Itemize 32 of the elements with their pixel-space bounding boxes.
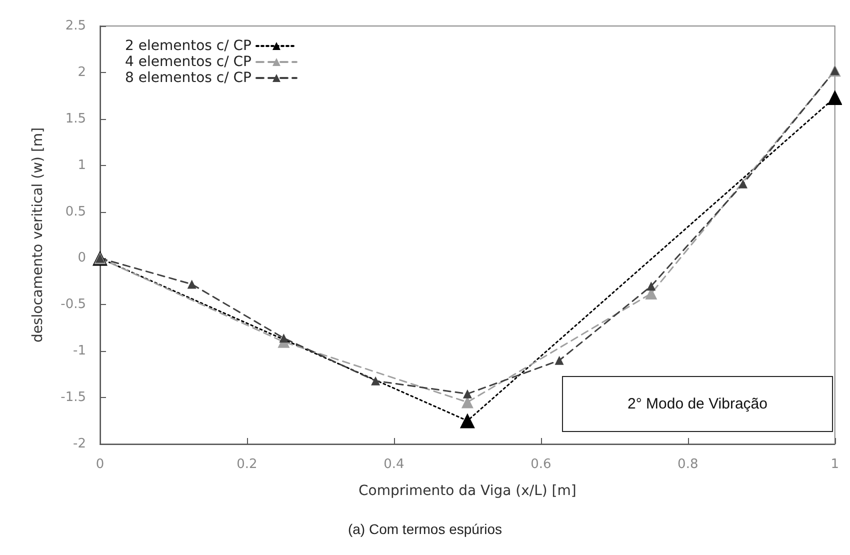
- point: [462, 389, 472, 398]
- y-tick-label: 2.5: [65, 18, 86, 34]
- y-tick-label: -0.5: [60, 297, 86, 312]
- point: [279, 334, 288, 343]
- y-axis-title: deslocamento veritical (w) [m]: [30, 127, 46, 343]
- x-tick-label: 0.4: [384, 457, 404, 472]
- x-tick-label: 0.6: [530, 457, 552, 472]
- point: [827, 90, 842, 106]
- point: [187, 280, 196, 289]
- y-tick-label: 1.5: [65, 111, 86, 126]
- y-tick-label: 0.5: [65, 204, 86, 220]
- legend-label: 2 elementos c/ CP: [124, 38, 252, 54]
- x-axis-title: Comprimento da Viga (x/L) [m]: [358, 483, 576, 499]
- x-tick-label: 0: [96, 457, 104, 472]
- x-tick-label: 0.2: [236, 457, 258, 472]
- text: (a) Com termos espúrios: [348, 521, 502, 537]
- point: [646, 282, 656, 291]
- y-tick-label: 0: [78, 250, 86, 266]
- y-tick-label: -1: [73, 344, 86, 359]
- annotation: 2° Modo de Vibração: [628, 396, 768, 412]
- legend-label: 4 elementos c/ CP: [124, 54, 252, 70]
- y-tick-label: 1: [78, 158, 86, 173]
- point: [371, 376, 380, 386]
- point: [738, 179, 748, 188]
- x-tick-label: 1: [830, 457, 840, 472]
- x-tick-label: 0.8: [678, 457, 698, 472]
- y-tick-label: -2: [73, 436, 86, 452]
- y-tick-label: -1.5: [60, 390, 86, 406]
- y-tick-label: 2: [78, 64, 86, 80]
- point: [554, 356, 564, 365]
- point: [460, 413, 475, 428]
- legend-label: 8 elementos c/ CP: [124, 70, 252, 86]
